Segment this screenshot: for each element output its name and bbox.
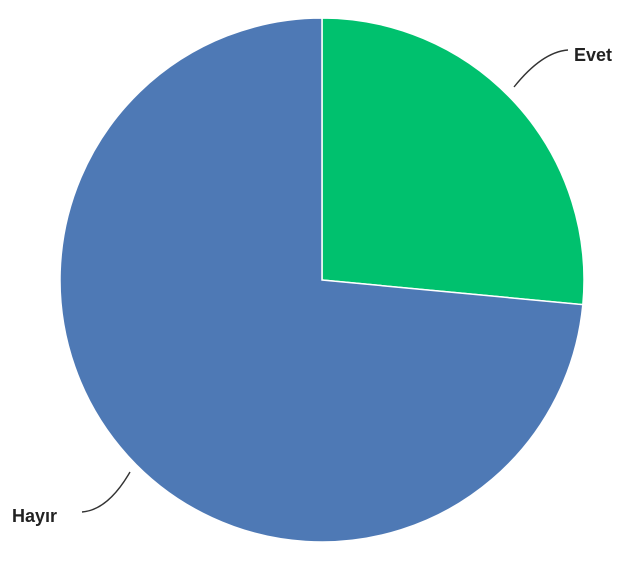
slice-label-evet: Evet bbox=[574, 45, 612, 65]
leader-line-evet bbox=[513, 49, 569, 88]
pie-slices bbox=[59, 17, 585, 543]
slice-labels: Evet Hayır bbox=[12, 45, 612, 526]
slice-label-hayir: Hayır bbox=[12, 506, 57, 526]
leader-lines bbox=[81, 49, 569, 513]
pie-slice-evet bbox=[321, 17, 585, 306]
pie-slice-hayir bbox=[59, 17, 584, 543]
leader-line-hayir bbox=[81, 471, 131, 513]
